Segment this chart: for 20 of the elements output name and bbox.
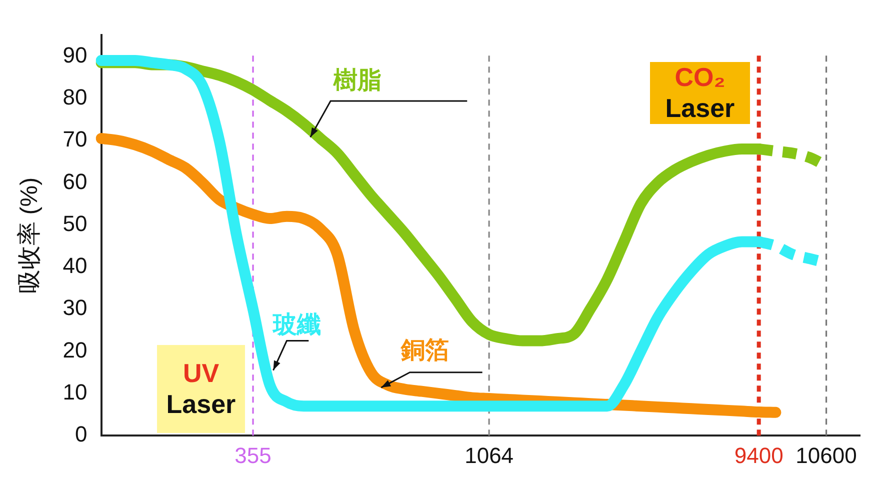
y-tick-label: 90 [62,42,88,68]
y-tick-label: 60 [62,168,88,194]
y-tick-label: 0 [75,422,88,447]
y-tick-label: 30 [62,295,88,320]
series-label: 銅箔 [400,336,449,364]
y-tick-label: 40 [62,253,88,278]
y-tick-label: 20 [62,337,88,362]
annotation: CO₂ Laser [665,62,735,124]
annotation: UV Laser [166,358,236,420]
y-tick-label: 80 [62,84,88,110]
y-tick-label: 70 [62,126,88,152]
y-axis-title: 吸收率 (%) [16,177,44,294]
x-tick-label: 1064 [464,442,514,468]
x-tick-label: 355 [234,442,272,468]
y-tick-label: 50 [62,210,88,236]
x-tick-label: 9400 [734,442,784,468]
x-tick-label: 10600 [796,442,857,468]
series-label: 樹脂 [332,67,382,94]
series-label: 玻纖 [272,312,321,339]
y-tick-label: 10 [62,380,88,405]
